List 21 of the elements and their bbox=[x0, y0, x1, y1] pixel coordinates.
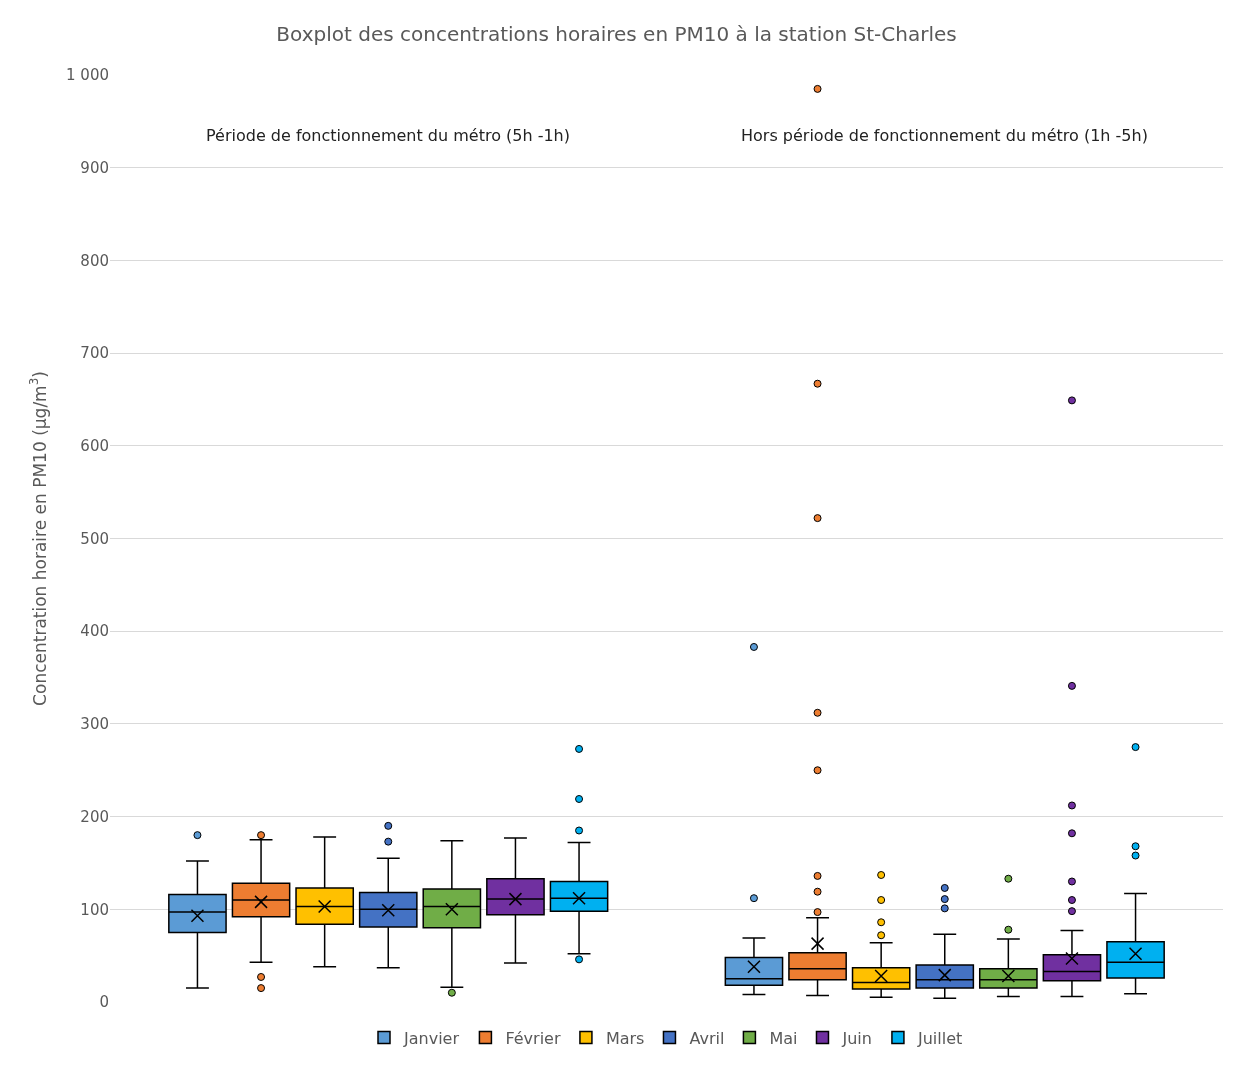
legend-label: Février bbox=[505, 1028, 561, 1048]
y-tick-label: 600 bbox=[80, 437, 109, 456]
legend-label: Juin bbox=[841, 1028, 872, 1048]
y-tick-label: 900 bbox=[80, 158, 109, 177]
legend-label: Juillet bbox=[916, 1028, 963, 1048]
legend-label: Avril bbox=[689, 1028, 725, 1048]
legend-label: Janvier bbox=[403, 1028, 460, 1048]
y-tick-label: 100 bbox=[80, 900, 109, 919]
y-tick-label: 800 bbox=[80, 251, 109, 270]
x-tick-label: Période de fonctionnement du métro (5h -1h) bbox=[206, 126, 570, 145]
y-tick-label: 500 bbox=[80, 529, 109, 548]
chart-title: Boxplot des concentrations horaires en PM10 à la station St-Charles bbox=[276, 21, 957, 46]
legend-label: Mai bbox=[769, 1028, 798, 1048]
y-tick-label: 700 bbox=[80, 344, 109, 363]
y-tick-label: 200 bbox=[80, 807, 109, 826]
y-tick-label: 0 bbox=[99, 993, 109, 1012]
y-tick-label: 300 bbox=[80, 715, 109, 734]
y-tick-label: 400 bbox=[80, 622, 109, 641]
y-tick-label: 1 000 bbox=[66, 66, 109, 85]
x-tick-label: Hors période de fonctionnement du métro (1h -5h) bbox=[741, 126, 1148, 145]
legend-label: Mars bbox=[605, 1028, 645, 1048]
